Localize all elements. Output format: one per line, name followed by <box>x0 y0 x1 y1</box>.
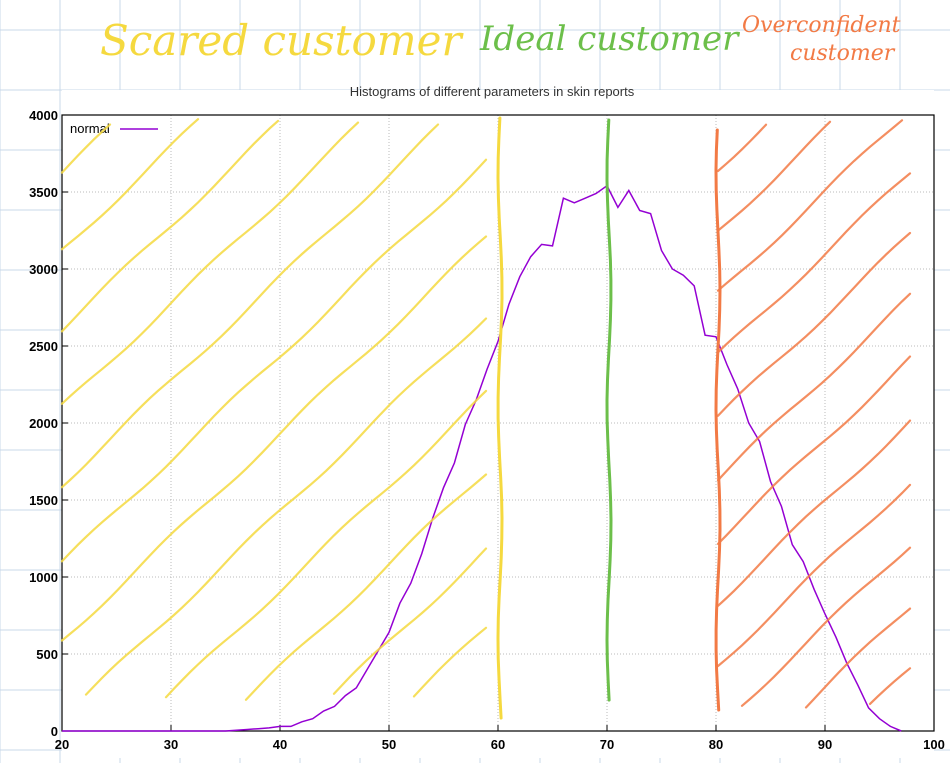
tick-label-x: 80 <box>709 737 723 752</box>
tick-label-y: 500 <box>36 647 58 662</box>
annotation-overconfident-line1: Overconfident <box>742 13 901 38</box>
hatch-stroke <box>716 355 912 546</box>
tick-label-x: 50 <box>382 737 396 752</box>
hatch-stroke <box>60 121 360 405</box>
series-layer <box>62 184 902 732</box>
hatch-stroke <box>716 120 832 232</box>
region-boundaries <box>496 116 722 720</box>
tick-label-x: 30 <box>164 737 178 752</box>
tick-label-y: 0 <box>51 724 58 739</box>
hatch-stroke <box>60 123 112 174</box>
hatch-stroke <box>60 123 440 489</box>
tick-label-x: 100 <box>923 737 945 752</box>
tick-label-x: 90 <box>818 737 832 752</box>
scared-region-hatching <box>60 118 488 701</box>
tick-label-x: 40 <box>273 737 287 752</box>
tick-label-x: 60 <box>491 737 505 752</box>
hatch-stroke <box>716 419 912 607</box>
chart-title: Histograms of different parameters in sk… <box>350 84 635 99</box>
hatch-stroke <box>716 119 904 292</box>
annotation-overconfident-line2: customer <box>790 41 896 66</box>
plot-area: Histograms of different parameters in sk… <box>29 84 945 758</box>
hatch-stroke <box>716 172 912 354</box>
hatch-stroke <box>716 292 912 482</box>
legend-label-normal: normal <box>70 121 110 136</box>
hatch-stroke <box>60 119 280 333</box>
hatch-stroke <box>60 235 488 642</box>
tick-label-y: 2000 <box>29 416 58 431</box>
annotation-scared-customer: Scared customer <box>100 16 464 65</box>
legend: normal <box>70 121 158 136</box>
hatch-stroke <box>164 389 488 699</box>
hatch-stroke <box>60 118 200 251</box>
hatch-stroke <box>244 473 488 701</box>
tick-label-y: 4000 <box>29 108 58 123</box>
hatch-stroke <box>716 231 912 417</box>
tick-label-y: 3500 <box>29 185 58 200</box>
hatch-stroke <box>868 667 912 706</box>
tick-label-x: 70 <box>600 737 614 752</box>
series-line-normal <box>62 184 902 732</box>
annotation-ideal-customer: Ideal customer <box>479 19 740 59</box>
hatch-stroke <box>804 607 912 709</box>
boundary-overconfident <box>714 128 722 712</box>
hatch-stroke <box>740 546 912 707</box>
tick-label-y: 3000 <box>29 262 58 277</box>
hatch-stroke <box>84 317 488 696</box>
axis-ticks: 20 30 40 50 60 70 80 90 100050010001500200025003… <box>29 108 945 752</box>
hatch-stroke <box>716 483 912 668</box>
hatch-stroke <box>332 547 488 695</box>
hatch-stroke <box>716 123 768 173</box>
tick-label-y: 1000 <box>29 570 58 585</box>
overconfident-region-hatching <box>716 119 912 709</box>
hatch-stroke <box>60 158 488 563</box>
tick-label-y: 2500 <box>29 339 58 354</box>
boundary-ideal <box>605 118 613 702</box>
boundary-scared <box>496 116 504 720</box>
tick-label-x: 20 <box>55 737 69 752</box>
hatch-stroke <box>412 626 488 698</box>
tick-label-y: 1500 <box>29 493 58 508</box>
